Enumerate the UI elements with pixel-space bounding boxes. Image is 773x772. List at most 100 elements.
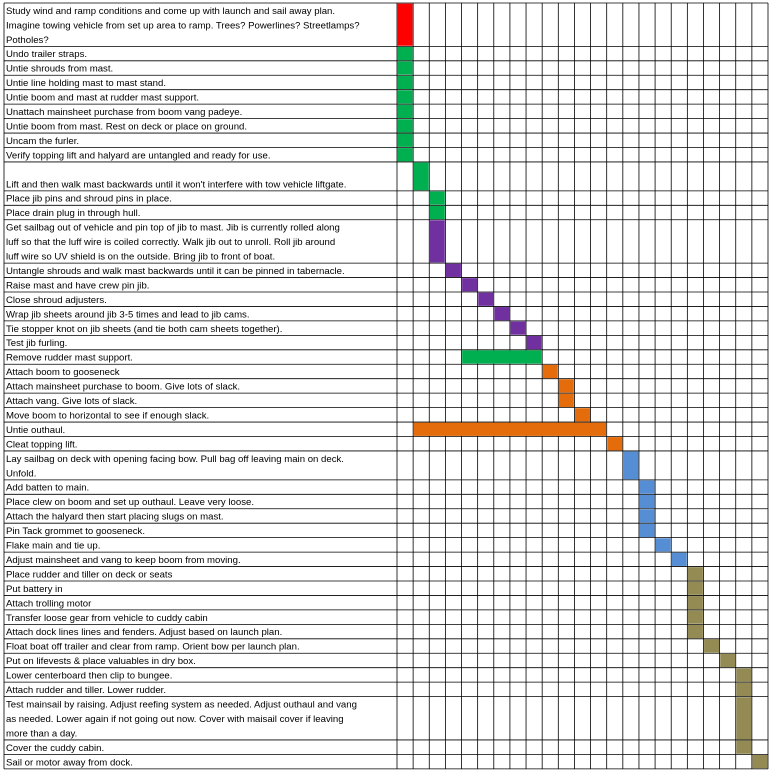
task-bar xyxy=(720,653,736,668)
task-label: Attach vang. Give lots of slack. xyxy=(6,396,137,407)
task-label-line: Attach dock lines lines and fenders. Adj… xyxy=(6,627,282,638)
task-label-line: Test mainsail by raising. Adjust reefing… xyxy=(6,699,357,710)
task-bar xyxy=(639,494,655,509)
task-label-line: Untie outhaul. xyxy=(6,425,65,436)
task-label-line: Add batten to main. xyxy=(6,483,89,494)
task-label-line: Raise mast and have crew pin jib. xyxy=(6,280,149,291)
task-bar xyxy=(704,639,720,653)
task-bar xyxy=(397,75,413,90)
task-labels: Study wind and ramp conditions and come … xyxy=(6,6,360,768)
task-bar xyxy=(575,408,590,422)
task-label-line: Untie shrouds from mast. xyxy=(6,64,113,75)
task-label: Sail or motor away from dock. xyxy=(6,757,133,768)
task-bar xyxy=(413,422,607,436)
task-label: Flake main and tie up. xyxy=(6,541,100,552)
task-label: Place jib pins and shroud pins in place. xyxy=(6,194,172,205)
task-label: Attach mainsheet purchase to boom. Give … xyxy=(6,382,240,393)
task-label: Uncam the furler. xyxy=(6,136,79,147)
task-label-line: Untie boom from mast. Rest on deck or pl… xyxy=(6,121,247,132)
task-label-line: Transfer loose gear from vehicle to cudd… xyxy=(6,613,208,624)
task-bar xyxy=(736,682,752,696)
task-label: Float boat off trailer and clear from ra… xyxy=(6,642,300,653)
task-bar xyxy=(736,740,752,754)
task-label-line: Place drain plug in through hull. xyxy=(6,208,140,219)
task-label: Lower centerboard then clip to bungee. xyxy=(6,671,172,682)
task-bar xyxy=(526,335,542,350)
task-label: Untangle shrouds and walk mast backwards… xyxy=(6,266,345,277)
task-label-line: luff wire so UV shield is on the outside… xyxy=(6,252,275,263)
task-label: Place rudder and tiller on deck or seats xyxy=(6,569,173,580)
task-label-line: Wrap jib sheets around jib 3-5 times and… xyxy=(6,309,250,320)
task-label: Untie line holding mast to mast stand. xyxy=(6,78,166,89)
task-bar xyxy=(687,596,703,610)
task-bar xyxy=(429,205,445,220)
task-label-line: luff so that the luff wire is coiled cor… xyxy=(6,237,335,248)
task-label-line: Place rudder and tiller on deck or seats xyxy=(6,569,173,580)
task-label-line: Remove rudder mast support. xyxy=(6,353,133,364)
task-label: Attach trolling motor xyxy=(6,598,92,609)
task-bar xyxy=(623,451,639,480)
task-label: Verify topping lift and halyard are unta… xyxy=(6,150,271,161)
task-bar xyxy=(639,480,655,494)
task-label-line: Attach boom to gooseneck xyxy=(6,367,120,378)
task-label-line: Put on lifevests & place valuables in dr… xyxy=(6,656,196,667)
task-label: Transfer loose gear from vehicle to cudd… xyxy=(6,613,208,624)
task-label: Tie stopper knot on jib sheets (and tie … xyxy=(6,324,282,335)
task-label-line: Attach mainsheet purchase to boom. Give … xyxy=(6,382,240,393)
task-label-line: more than a day. xyxy=(6,728,77,739)
task-label: Close shroud adjusters. xyxy=(6,295,107,306)
task-label-line: Undo trailer straps. xyxy=(6,49,87,60)
task-label: Get sailbag out of vehicle and pin top o… xyxy=(6,223,340,263)
task-bar xyxy=(639,523,655,538)
task-bar xyxy=(607,437,623,451)
gantt-bars xyxy=(397,3,768,769)
task-label: Untie shrouds from mast. xyxy=(6,64,113,75)
grid-lines xyxy=(3,2,769,770)
task-label-line: Lift and then walk mast backwards until … xyxy=(6,179,346,190)
task-label-line: Close shroud adjusters. xyxy=(6,295,107,306)
task-bar xyxy=(445,263,461,277)
task-bar xyxy=(736,668,752,682)
task-bar xyxy=(397,46,413,61)
task-bar xyxy=(397,119,413,133)
task-bar xyxy=(752,755,768,769)
task-label: Test jib furling. xyxy=(6,338,67,349)
task-label: Wrap jib sheets around jib 3-5 times and… xyxy=(6,309,250,320)
task-label-line: Place jib pins and shroud pins in place. xyxy=(6,194,172,205)
task-label: Test mainsail by raising. Adjust reefing… xyxy=(6,699,357,739)
task-bar xyxy=(736,697,752,740)
task-label-line: Untangle shrouds and walk mast backwards… xyxy=(6,266,345,277)
task-label-line: Tie stopper knot on jib sheets (and tie … xyxy=(6,324,282,335)
task-label: Cleat topping lift. xyxy=(6,439,77,450)
task-bar xyxy=(671,552,687,566)
task-label: Move boom to horizontal to see if enough… xyxy=(6,410,209,421)
task-label-line: Untie boom and mast at rudder mast suppo… xyxy=(6,93,199,104)
task-bar xyxy=(558,379,574,393)
task-bar xyxy=(397,148,413,162)
task-bar xyxy=(397,3,413,46)
task-label: Untie outhaul. xyxy=(6,425,65,436)
task-bar xyxy=(687,567,703,581)
task-bar xyxy=(413,162,429,191)
task-label: Attach dock lines lines and fenders. Adj… xyxy=(6,627,282,638)
task-label: Untie boom and mast at rudder mast suppo… xyxy=(6,93,199,104)
task-bar xyxy=(478,292,494,306)
task-label-line: Pin Tack grommet to gooseneck. xyxy=(6,526,145,537)
task-label-line: Attach rudder and tiller. Lower rudder. xyxy=(6,685,166,696)
task-label: Place drain plug in through hull. xyxy=(6,208,140,219)
task-label-line: Attach vang. Give lots of slack. xyxy=(6,396,137,407)
task-label: Undo trailer straps. xyxy=(6,49,87,60)
task-label-line: Lay sailbag on deck with opening facing … xyxy=(6,454,344,465)
task-label-line: Float boat off trailer and clear from ra… xyxy=(6,642,300,653)
task-label-line: Test jib furling. xyxy=(6,338,67,349)
task-label: Untie boom from mast. Rest on deck or pl… xyxy=(6,121,247,132)
task-bar xyxy=(510,321,526,335)
task-bar xyxy=(639,509,655,523)
task-bar xyxy=(429,220,445,263)
task-label-line: Sail or motor away from dock. xyxy=(6,757,133,768)
task-label-line: Flake main and tie up. xyxy=(6,541,100,552)
task-label-line: as needed. Lower again if not going out … xyxy=(6,714,344,725)
task-label: Lay sailbag on deck with opening facing … xyxy=(6,454,344,479)
task-label-line: Potholes? xyxy=(6,35,49,46)
